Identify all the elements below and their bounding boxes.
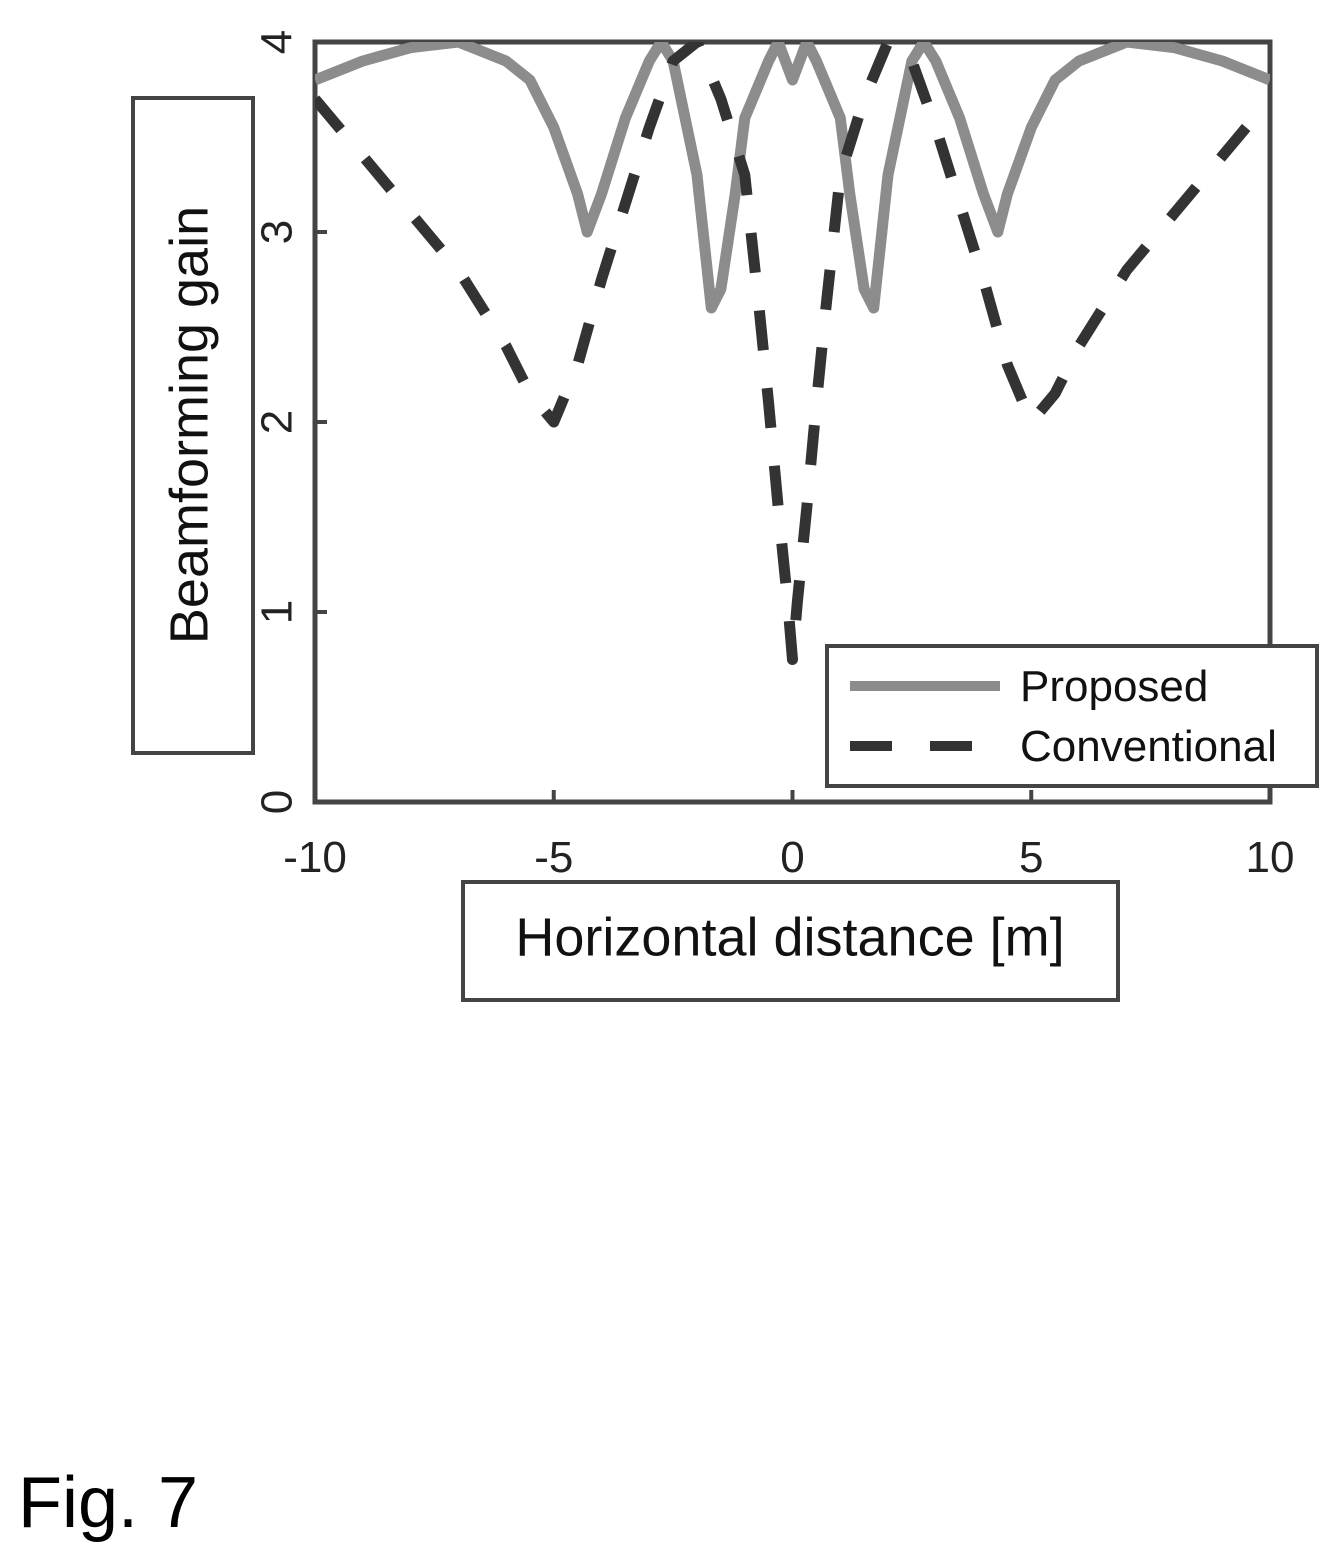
- y-tick-label: 0: [253, 790, 302, 814]
- y-tick-label: 1: [253, 600, 302, 624]
- y-tick-label: 3: [253, 220, 302, 244]
- x-tick-label: -10: [283, 833, 347, 882]
- y-axis-label: Beamforming gain: [159, 206, 219, 644]
- x-tick-label: 10: [1246, 833, 1295, 882]
- x-tick-label: 0: [780, 833, 804, 882]
- legend-label-conventional: Conventional: [1020, 722, 1277, 771]
- y-axis-label-box: [131, 96, 255, 755]
- x-axis-label-box: [461, 880, 1120, 1002]
- legend-box: [825, 644, 1319, 788]
- y-tick-label: 4: [253, 30, 302, 54]
- x-tick-label: -5: [534, 833, 573, 882]
- legend: Proposed Conventional: [825, 644, 1319, 788]
- x-tick-label: 5: [1019, 833, 1043, 882]
- series-line-proposed: [315, 42, 1270, 314]
- figure-caption: Fig. 7: [18, 1463, 199, 1543]
- axis-ticks: -10 -5 0 5 10 0 1 2 3 4: [253, 30, 1295, 882]
- series-line-conventional: [315, 42, 1270, 665]
- y-tick-label: 2: [253, 410, 302, 434]
- x-axis-label: Horizontal distance [m]: [515, 907, 1064, 967]
- series-layer: [315, 42, 1270, 665]
- legend-label-proposed: Proposed: [1020, 662, 1208, 711]
